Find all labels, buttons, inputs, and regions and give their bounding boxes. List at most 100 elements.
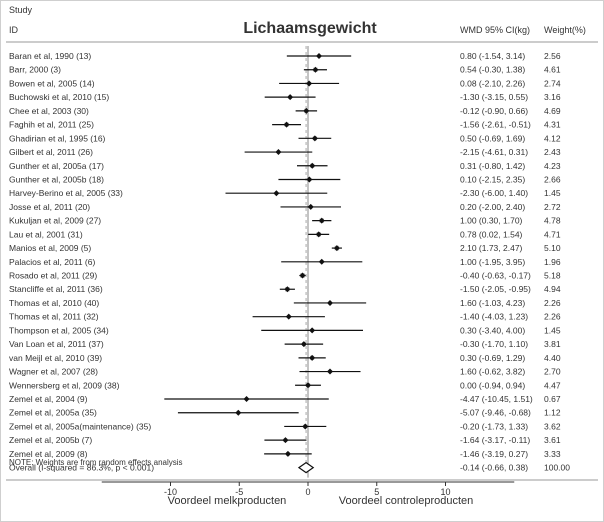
weight-text: 4.12 bbox=[544, 133, 561, 143]
study-label: Baran et al, 1990 (13) bbox=[9, 51, 91, 61]
study-label: Chee et al, 2003 (30) bbox=[9, 106, 89, 116]
study-label: Ghadirian et al, 1995 (16) bbox=[9, 133, 106, 143]
study-label: Lau et al, 2001 (31) bbox=[9, 229, 83, 239]
weight-text: 3.33 bbox=[544, 449, 561, 459]
ci-text: -0.30 (-1.70, 1.10) bbox=[460, 339, 528, 349]
xlabel-right: Voordeel controleproducten bbox=[339, 495, 474, 507]
weight-text: 2.66 bbox=[544, 174, 561, 184]
study-label: Thompson et al, 2005 (34) bbox=[9, 325, 109, 335]
weight-text: 1.12 bbox=[544, 408, 561, 418]
ci-text: -1.50 (-2.05, -0.95) bbox=[460, 284, 531, 294]
ci-text: 0.00 (-0.94, 0.94) bbox=[460, 380, 525, 390]
point-estimate bbox=[309, 162, 316, 169]
weight-text: 5.18 bbox=[544, 271, 561, 281]
study-label: Gunther et al, 2005a (17) bbox=[9, 161, 104, 171]
ci-text: 0.30 (-0.69, 1.29) bbox=[460, 353, 525, 363]
weight-text: 4.40 bbox=[544, 353, 561, 363]
study-label: Buchowski et al, 2010 (15) bbox=[9, 92, 109, 102]
study-label: Thomas et al, 2010 (40) bbox=[9, 298, 99, 308]
weight-text: 4.94 bbox=[544, 284, 561, 294]
ci-text: 1.00 (-1.95, 3.95) bbox=[460, 257, 525, 267]
ci-text: -1.46 (-3.19, 0.27) bbox=[460, 449, 528, 459]
x-tick-label: 5 bbox=[374, 487, 379, 497]
weight-text: 4.61 bbox=[544, 65, 561, 75]
ci-text: 0.20 (-2.00, 2.40) bbox=[460, 202, 525, 212]
ci-text: 0.78 (0.02, 1.54) bbox=[460, 229, 523, 239]
ci-text: -0.20 (-1.73, 1.33) bbox=[460, 421, 528, 431]
weight-text: 3.62 bbox=[544, 421, 561, 431]
study-label: Thomas et al, 2011 (32) bbox=[9, 312, 99, 322]
ci-text: -5.07 (-9.46, -0.68) bbox=[460, 408, 531, 418]
weight-text: 4.23 bbox=[544, 161, 561, 171]
study-label: Zemel et al, 2009 (8) bbox=[9, 449, 88, 459]
study-label: Wagner et al, 2007 (28) bbox=[9, 367, 98, 377]
weight-text: 2.72 bbox=[544, 202, 561, 212]
study-label: Barr, 2000 (3) bbox=[9, 65, 61, 75]
study-label: Bowen et al, 2005 (14) bbox=[9, 78, 95, 88]
ci-text: 0.30 (-3.40, 4.00) bbox=[460, 325, 525, 335]
weight-text: 2.70 bbox=[544, 367, 561, 377]
study-label: Zemel et al, 2004 (9) bbox=[9, 394, 88, 404]
study-label: Zemel et al, 2005b (7) bbox=[9, 435, 92, 445]
overall-diamond bbox=[297, 461, 315, 474]
point-estimate bbox=[299, 272, 306, 279]
header-weight: Weight(%) bbox=[544, 25, 586, 35]
weight-text: 0.67 bbox=[544, 394, 561, 404]
ci-text: 0.10 (-2.15, 2.35) bbox=[460, 174, 525, 184]
study-label: van Meijl et al, 2010 (39) bbox=[9, 353, 102, 363]
study-label: Zemel et al, 2005a(maintenance) (35) bbox=[9, 421, 151, 431]
weight-text: 1.96 bbox=[544, 257, 561, 267]
ci-text: -4.47 (-10.45, 1.51) bbox=[460, 394, 533, 404]
point-estimate bbox=[316, 53, 322, 59]
ci-text: -1.64 (-3.17, -0.11) bbox=[460, 435, 530, 445]
study-label: Wennersberg et al, 2009 (38) bbox=[9, 380, 120, 390]
point-estimate bbox=[303, 107, 310, 114]
point-estimate bbox=[305, 382, 311, 389]
weight-text: 4.78 bbox=[544, 216, 561, 226]
point-estimate bbox=[243, 396, 250, 402]
ci-text: 1.60 (-0.62, 3.82) bbox=[460, 367, 525, 377]
point-estimate bbox=[300, 341, 307, 348]
ci-text: -0.12 (-0.90, 0.66) bbox=[460, 106, 528, 116]
weight-text: 2.26 bbox=[544, 312, 561, 322]
study-label: Gunther et al, 2005b (18) bbox=[9, 174, 104, 184]
point-estimate bbox=[312, 66, 319, 73]
point-estimate bbox=[327, 368, 333, 375]
weight-text: 3.61 bbox=[544, 435, 561, 445]
point-estimate bbox=[284, 450, 291, 457]
weight-text: 5.10 bbox=[544, 243, 561, 253]
weight-text: 1.45 bbox=[544, 325, 561, 335]
overall-label: Overall (I-squared = 86.3%, p < 0.001) bbox=[9, 463, 154, 473]
weight-text: 3.16 bbox=[544, 92, 561, 102]
ci-text: 1.60 (-1.03, 4.23) bbox=[460, 298, 525, 308]
study-label: Manios et al, 2009 (5) bbox=[9, 243, 91, 253]
point-estimate bbox=[318, 217, 325, 224]
weight-text: 4.31 bbox=[544, 120, 561, 130]
header-study: Study bbox=[9, 5, 33, 15]
point-estimate bbox=[327, 299, 333, 306]
xlabel-left: Voordeel melkproducten bbox=[168, 495, 287, 507]
overall-ci-text: -0.14 (-0.66, 0.38) bbox=[460, 463, 528, 473]
point-estimate bbox=[333, 245, 340, 252]
ci-text: 0.50 (-0.69, 1.69) bbox=[460, 133, 525, 143]
weight-text: 2.74 bbox=[544, 78, 561, 88]
point-estimate bbox=[309, 327, 316, 334]
weight-text: 2.26 bbox=[544, 298, 561, 308]
point-estimate bbox=[273, 190, 280, 197]
point-estimate bbox=[287, 94, 294, 101]
weight-text: 4.71 bbox=[544, 229, 561, 239]
random-effects-note: NOTE: Weights are from random effects an… bbox=[9, 458, 183, 467]
point-estimate bbox=[311, 135, 318, 142]
ci-text: 2.10 (1.73, 2.47) bbox=[460, 243, 523, 253]
study-label: Faghih et al, 2011 (25) bbox=[9, 120, 94, 130]
point-estimate bbox=[285, 313, 292, 320]
study-label: Harvey-Berino et al, 2005 (33) bbox=[9, 188, 123, 198]
point-estimate bbox=[283, 121, 290, 128]
chart-title: Lichaamsgewicht bbox=[243, 20, 377, 37]
study-label: Palacios et al, 2011 (6) bbox=[9, 257, 95, 267]
ci-text: 0.54 (-0.30, 1.38) bbox=[460, 65, 525, 75]
ci-text: -2.30 (-6.00, 1.40) bbox=[460, 188, 528, 198]
header-wmd: WMD 95% CI(kg) bbox=[460, 25, 530, 35]
